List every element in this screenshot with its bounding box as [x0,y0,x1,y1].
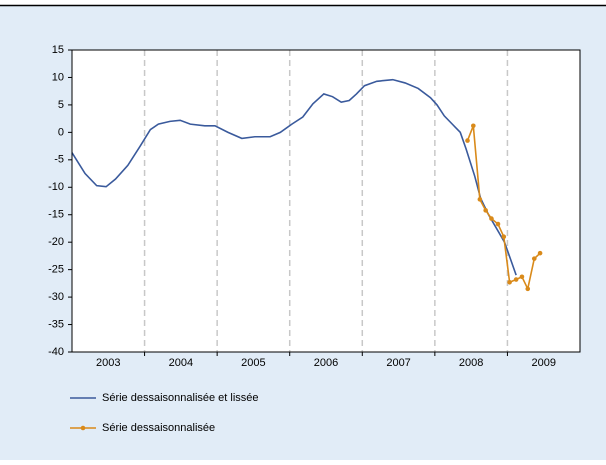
x-tick-label: 2004 [169,357,193,369]
legend-label: Série dessaisonnalisée [102,422,215,434]
y-tick-label: -5 [54,154,64,166]
series-marker [483,208,488,213]
y-tick-label: -25 [48,264,64,276]
grid [143,50,509,352]
y-tick-label: -10 [48,181,64,193]
marks [71,78,543,292]
series-marker [477,197,483,202]
series-marker [507,279,512,285]
x-tick-label: 2007 [386,357,410,369]
x-tick-label: 2008 [459,357,483,369]
x-tick-label: 2003 [96,357,120,369]
series-marker [519,274,525,280]
plot-area [72,50,580,352]
series-marker [513,277,519,282]
series-marker [537,250,543,256]
series-marker [531,256,537,261]
y-tick-label: 5 [58,99,64,111]
y-tick-label: 0 [58,126,64,138]
y-tick-label: -35 [48,318,64,330]
series-line [71,78,517,276]
labels: -40 -35 -30 -25 -20 -15 -10 -5 0 5 10 15 2003 2004 200… [48,44,556,434]
y-tick-label: -20 [48,236,64,248]
series-marker [489,216,494,221]
series-marker [465,138,470,143]
y-tick-label: 15 [52,44,64,56]
y-tick-label: -15 [48,209,64,221]
x-tick-label: 2006 [314,357,338,369]
legend-label: Série dessaisonnalisée et lissée [102,392,259,404]
legend-marker [80,425,86,431]
series-marker [495,221,501,227]
y-tick-label: -30 [48,291,64,303]
series-marker [501,234,507,239]
y-tick-label: 10 [52,71,64,83]
series-marker [525,286,531,292]
x-tick-label: 2005 [241,357,265,369]
x-tick-label: 2009 [531,357,555,369]
series-marker [471,123,476,129]
y-tick-label: -40 [48,346,64,358]
